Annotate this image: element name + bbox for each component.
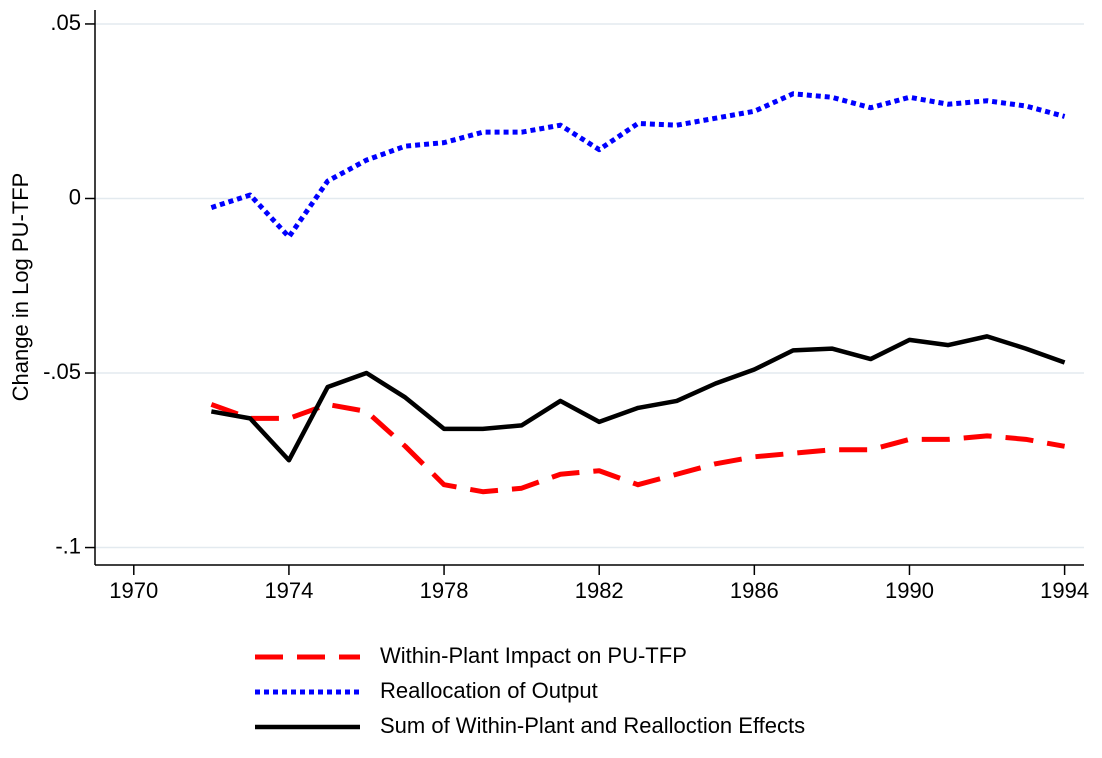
- x-tick-label: 1994: [1040, 578, 1089, 603]
- x-tick-label: 1978: [420, 578, 469, 603]
- x-tick-label: 1974: [264, 578, 313, 603]
- y-tick-label: -.05: [43, 359, 81, 384]
- x-tick-label: 1982: [575, 578, 624, 603]
- legend-label: Sum of Within-Plant and Realloction Effe…: [380, 713, 805, 738]
- legend-label: Within-Plant Impact on PU-TFP: [380, 643, 687, 668]
- x-tick-label: 1970: [109, 578, 158, 603]
- series-line: [210, 91, 1066, 240]
- y-tick-label: 0: [69, 184, 81, 209]
- y-tick-label: -.1: [55, 533, 81, 558]
- x-tick-label: 1986: [730, 578, 779, 603]
- legend-label: Reallocation of Output: [380, 678, 598, 703]
- series-line: [210, 334, 1066, 463]
- x-tick-label: 1990: [885, 578, 934, 603]
- y-axis-title: Change in Log PU-TFP: [8, 173, 33, 402]
- y-tick-label: .05: [50, 10, 81, 35]
- series-line: [210, 401, 1066, 495]
